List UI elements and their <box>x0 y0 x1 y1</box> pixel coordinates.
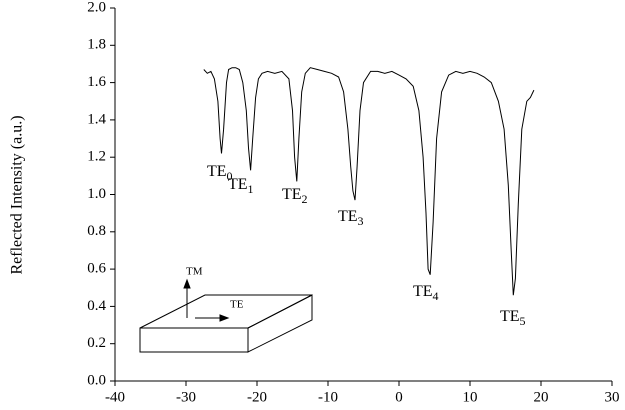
tm-arrowhead <box>183 278 191 289</box>
annotation-subscript: 5 <box>520 314 526 328</box>
annotation: TE2 <box>282 186 308 206</box>
annotation: TE3 <box>338 208 364 228</box>
y-tick-label: 0.0 <box>87 372 106 388</box>
y-tick-label: 1.8 <box>87 37 106 53</box>
annotation-subscript: 4 <box>433 289 439 303</box>
x-tick-label: 0 <box>395 389 403 405</box>
annotation-subscript: 2 <box>302 192 308 206</box>
y-tick-label: 1.2 <box>87 149 106 165</box>
inset-label: TM <box>186 266 203 278</box>
x-tick-label: 20 <box>534 389 549 405</box>
annotation-subscript: 1 <box>248 182 254 196</box>
annotation-text: TE <box>282 186 302 203</box>
annotation-text: TE <box>413 283 433 300</box>
annotation: TE5 <box>500 308 526 328</box>
x-tick-label: -30 <box>176 389 196 405</box>
y-axis-label: Reflected Intensity (a.u.) <box>9 115 26 274</box>
annotation: TE0 <box>207 163 233 183</box>
x-tick-label: -20 <box>247 389 267 405</box>
annotation-text: TE <box>228 176 248 193</box>
y-tick-label: 2.0 <box>87 0 106 15</box>
annotation-subscript: 0 <box>227 169 233 183</box>
annotation-text: TE <box>500 308 520 325</box>
y-tick-label: 1.6 <box>87 74 106 90</box>
slab-front <box>139 327 249 353</box>
slab-top <box>139 294 313 329</box>
data-line <box>203 67 535 296</box>
y-tick-label: 1.0 <box>87 186 106 202</box>
annotation: TE4 <box>413 283 439 303</box>
y-tick-label: 0.8 <box>87 223 106 239</box>
y-tick-label: 1.4 <box>87 111 106 127</box>
annotation-text: TE <box>338 208 358 225</box>
inset <box>139 278 313 353</box>
annotation: TE1 <box>228 176 254 196</box>
annotation-subscript: 3 <box>358 214 364 228</box>
te-arrowhead <box>219 314 230 322</box>
annotation-text: TE <box>207 163 227 180</box>
y-tick-label: 0.2 <box>87 335 106 351</box>
x-tick-label: 30 <box>605 389 620 405</box>
x-tick-label: -10 <box>318 389 338 405</box>
y-tick-label: 0.6 <box>87 261 106 277</box>
slab-side <box>247 294 313 353</box>
x-tick-label: 10 <box>463 389 478 405</box>
y-tick-label: 0.4 <box>87 298 106 314</box>
inset-label: TE <box>230 299 244 311</box>
x-tick-label: -40 <box>105 389 125 405</box>
